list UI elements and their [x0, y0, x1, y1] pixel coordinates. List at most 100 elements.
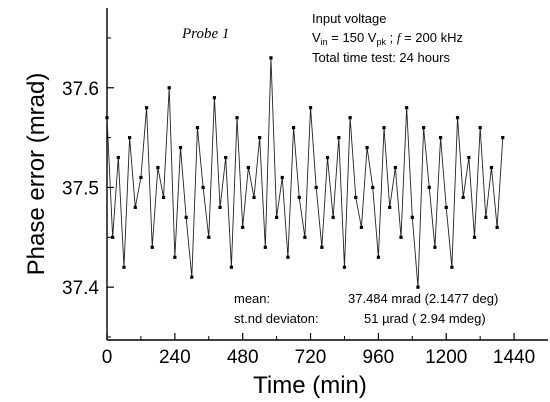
data-point: [467, 155, 471, 160]
y-axis-title: Phase error (mrad): [23, 73, 50, 276]
data-point: [405, 106, 409, 110]
data-point: [495, 225, 499, 229]
data-point: [478, 126, 482, 130]
data-point: [455, 116, 460, 120]
data-point: [122, 265, 126, 269]
data-point: [365, 145, 369, 150]
data-point: [337, 136, 341, 140]
data-point: [416, 285, 420, 289]
data-point: [286, 255, 290, 259]
data-point: [422, 126, 426, 130]
vin-subscript: in: [321, 37, 328, 47]
data-point: [156, 165, 160, 170]
data-point: [195, 126, 200, 130]
data-point: [444, 205, 448, 209]
data-point: [167, 86, 171, 90]
data-point: [303, 235, 307, 239]
data-point: [427, 185, 431, 190]
y-tick-label: 37.5: [62, 178, 99, 199]
frequency-value: = 200 kHz: [400, 30, 463, 45]
input-voltage-label: Input voltage: [312, 11, 386, 26]
x-tick-label: 720: [295, 347, 327, 368]
data-point: [433, 245, 437, 249]
total-time-label: Total time test: 24 hours: [312, 50, 451, 65]
data-point: [472, 235, 477, 239]
y-tick-label: 37.6: [62, 79, 99, 100]
data-point: [235, 116, 239, 120]
data-point: [450, 265, 454, 269]
data-point: [207, 235, 211, 239]
data-point: [190, 275, 194, 279]
data-point: [139, 175, 143, 180]
data-point: [314, 185, 318, 190]
data-point: [320, 245, 324, 249]
mean-label: mean:: [234, 291, 270, 306]
data-point: [382, 126, 386, 130]
data-point: [144, 106, 149, 110]
x-tick-label: 240: [159, 347, 191, 368]
data-point: [252, 195, 256, 200]
y-tick-label: 37.4: [62, 278, 99, 299]
x-axis-title: Time (min): [253, 372, 367, 399]
data-point: [263, 245, 267, 249]
data-point: [354, 195, 358, 200]
data-point: [331, 215, 335, 219]
data-point: [308, 106, 313, 110]
data-point: [461, 195, 465, 200]
data-point: [173, 255, 177, 259]
data-point: [291, 126, 296, 130]
data-point: [269, 56, 273, 60]
data-point: [438, 136, 443, 140]
x-tick-label: 480: [227, 347, 259, 368]
data-point: [229, 265, 233, 269]
data-point: [184, 215, 188, 219]
data-point: [218, 205, 222, 209]
data-point: [393, 165, 397, 170]
data-point: [280, 175, 284, 180]
x-tick-label: 0: [102, 347, 113, 368]
data-point: [241, 225, 245, 229]
x-tick-label: 1200: [425, 347, 467, 368]
data-point: [484, 215, 488, 219]
data-point: [371, 185, 375, 190]
data-point: [501, 136, 505, 140]
data-point: [297, 195, 301, 200]
data-point: [359, 225, 364, 229]
std-label: st.nd deviaton:: [234, 311, 319, 326]
data-point: [133, 205, 137, 209]
vin-equals: = 150 V: [328, 30, 377, 45]
tick-labels: 0 240 480 720 960 1200 1440 37.4 37.5 37.6: [62, 79, 535, 368]
x-tick-label: 960: [363, 347, 395, 368]
data-point: [111, 235, 115, 239]
data-point: [201, 185, 205, 190]
vin-symbol: V: [312, 30, 321, 45]
vin-line: Vin = 150 Vpk ; f = 200 kHz: [312, 30, 463, 47]
data-point: [128, 136, 132, 140]
vin-separator: ;: [386, 30, 397, 45]
data-point: [150, 245, 154, 249]
std-value: 51 µrad ( 2.94 mdeg): [364, 311, 486, 326]
data-point: [161, 195, 166, 200]
data-point: [178, 145, 183, 150]
data-point: [376, 255, 380, 259]
data-point: [116, 155, 120, 160]
data-point: [275, 215, 279, 219]
frequency-symbol: f: [397, 30, 403, 45]
probe-label: Probe 1: [181, 26, 229, 42]
data-point: [212, 96, 217, 100]
data-point: [348, 116, 352, 120]
data-point: [224, 155, 228, 160]
data-point: [388, 205, 392, 209]
data-point: [325, 155, 330, 160]
data-point: [342, 265, 347, 269]
series-group: [105, 56, 505, 289]
data-point: [399, 235, 403, 239]
data-point: [246, 165, 250, 170]
series-line: [106, 57, 504, 288]
data-point: [258, 136, 262, 140]
mean-value: 37.484 mrad (2.1477 deg): [348, 291, 498, 306]
data-point: [410, 215, 414, 219]
data-point: [489, 165, 494, 170]
